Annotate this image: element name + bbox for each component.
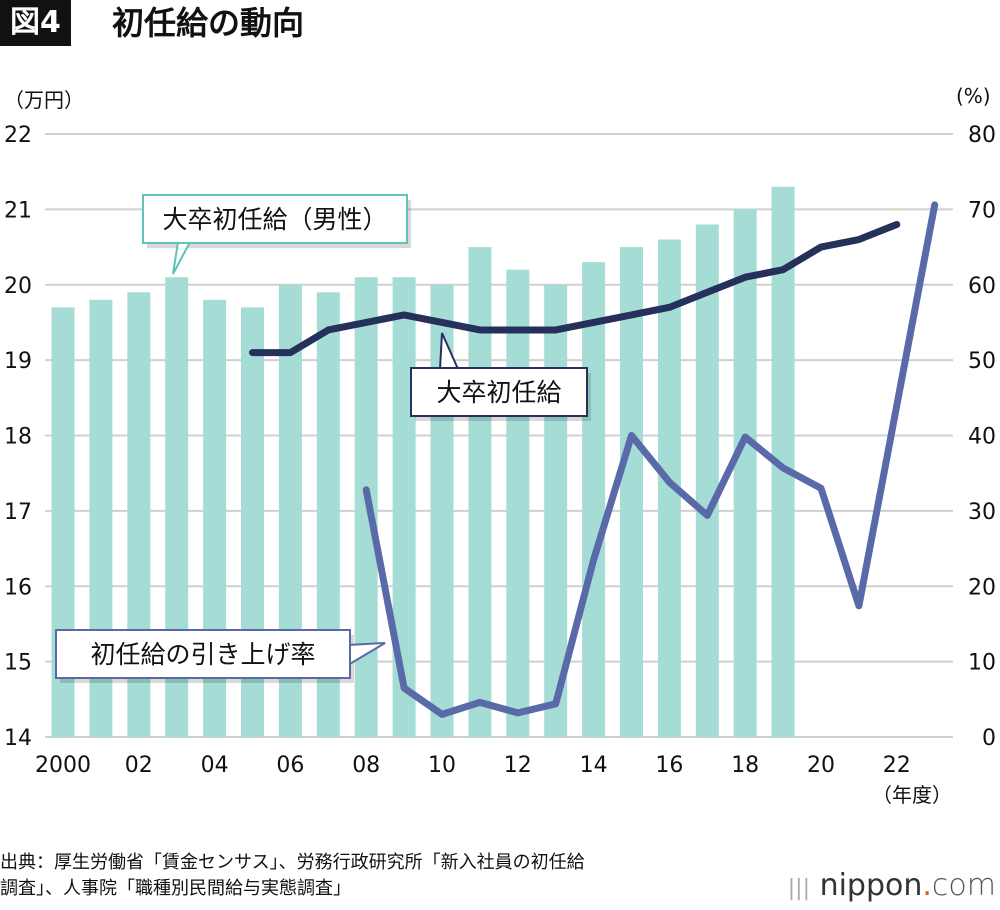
right-tick-label: 50: [968, 349, 996, 374]
bar: [89, 299, 113, 737]
source-line-2: 調査」、人事院「職種別民間給与実態調査」: [0, 878, 351, 899]
left-tick-label: 22: [4, 123, 32, 148]
chart-title: 初任給の動向: [112, 4, 305, 42]
right-tick-label: 40: [968, 425, 996, 450]
callout-rate-label: 初任給の引き上げ率: [90, 640, 315, 669]
bar: [165, 277, 189, 737]
x-tick-label: 16: [655, 753, 683, 778]
left-tick-label: 16: [4, 575, 32, 600]
bar: [468, 247, 492, 737]
bar: [771, 186, 795, 737]
left-tick-label: 14: [4, 726, 32, 751]
left-tick-label: 20: [4, 274, 32, 299]
right-tick-label: 0: [982, 726, 996, 751]
left-axis-unit: （万円）: [4, 88, 84, 112]
x-tick-label: 20: [807, 753, 835, 778]
figure-number-badge: 図4: [0, 0, 71, 46]
bar: [278, 284, 302, 737]
line-series-1: [249, 220, 901, 357]
x-tick-label: 08: [352, 753, 380, 778]
bar: [620, 247, 643, 737]
left-tick-label: 19: [4, 349, 32, 374]
x-axis-unit: （年度）: [872, 783, 952, 807]
callout-rate-box: [55, 629, 351, 679]
source-note: 出典：厚生労働省「賃金センサス」、労務行政研究所「新入社員の初任給 調査」、人事…: [0, 850, 760, 902]
right-tick-label: 10: [968, 651, 996, 676]
right-tick-label: 70: [968, 198, 996, 223]
x-tick-label: 04: [201, 753, 229, 778]
line-series-2: [362, 201, 939, 718]
x-tick-label: 18: [731, 753, 759, 778]
bar: [316, 292, 340, 737]
right-tick-label: 80: [968, 123, 996, 148]
callout-bar-box: [142, 194, 408, 244]
x-tick-label: 2000: [35, 753, 91, 778]
left-tick-label: 18: [4, 425, 32, 450]
left-tick-label: 17: [4, 500, 32, 525]
bar: [203, 299, 227, 737]
x-tick-label: 14: [580, 753, 608, 778]
left-tick-label: 15: [4, 651, 32, 676]
right-tick-label: 20: [968, 575, 996, 600]
x-tick-label: 06: [276, 753, 304, 778]
x-tick-label: 12: [504, 753, 532, 778]
bar: [506, 269, 530, 737]
bar: [733, 209, 757, 737]
callout-line-box: [410, 367, 588, 417]
nippon-logo: ||| nippon.com: [787, 868, 996, 903]
right-axis-unit: (%): [956, 84, 991, 108]
bar: [695, 224, 719, 737]
x-tick-label: 22: [883, 753, 911, 778]
callout-line-pointer: [439, 332, 459, 370]
x-tick-label: 10: [428, 753, 456, 778]
callout-bar-pointer: [172, 241, 191, 275]
left-tick-label: 21: [4, 198, 32, 223]
callout-bar-label: 大卒初任給（男性）: [162, 205, 387, 234]
callout-line-label: 大卒初任給: [436, 378, 561, 407]
callout-rate-pointer: [347, 642, 386, 666]
bar: [582, 262, 606, 737]
x-tick-label: 02: [125, 753, 153, 778]
bar: [127, 292, 151, 737]
right-tick-label: 30: [968, 500, 996, 525]
bar: [657, 239, 681, 737]
bar: [392, 277, 416, 737]
right-tick-label: 60: [968, 274, 996, 299]
source-line-1: 出典：厚生労働省「賃金センサス」、労務行政研究所「新入社員の初任給: [0, 852, 585, 873]
